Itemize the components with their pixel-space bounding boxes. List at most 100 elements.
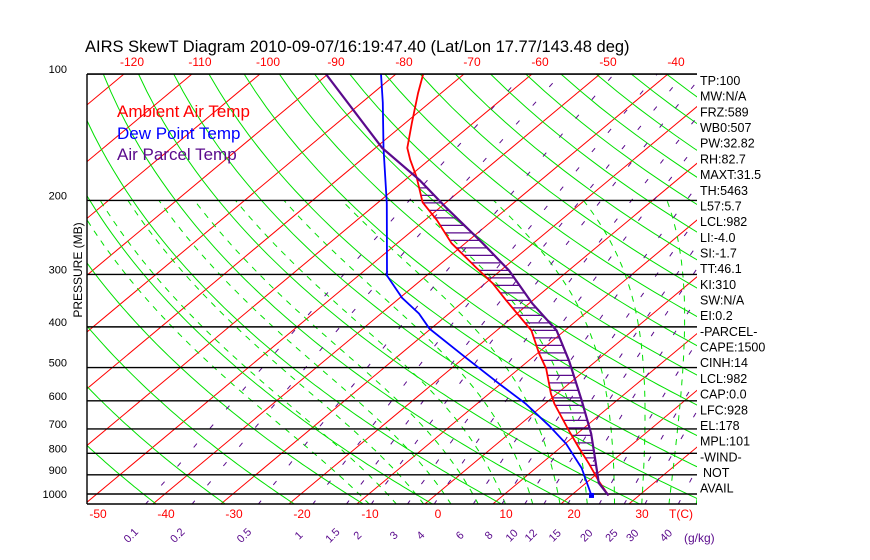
index-label: LCL:982 bbox=[700, 372, 747, 386]
mixing-ratio-line bbox=[370, 80, 697, 504]
mixing-ratio-line bbox=[567, 298, 697, 504]
mixing-ratio-tick-label: 4 bbox=[415, 529, 428, 542]
top-temp-tick-label: -120 bbox=[120, 55, 144, 69]
mixing-ratio-tick-label: 1.5 bbox=[323, 526, 342, 545]
y-axis-label: PRESSURE (MB) bbox=[71, 222, 85, 317]
cape-hatching bbox=[417, 179, 599, 481]
isotherm-line bbox=[87, 74, 261, 220]
bottom-temp-tick-label: -20 bbox=[293, 507, 311, 521]
mixing-ratio-tick-label: 6 bbox=[454, 529, 467, 542]
index-label: CAPE:1500 bbox=[700, 341, 765, 355]
isotherm-line bbox=[87, 74, 533, 447]
index-label: AVAIL bbox=[700, 482, 734, 496]
isotherm-line bbox=[87, 74, 125, 106]
index-label: SW:N/A bbox=[700, 294, 745, 308]
mixing-ratio-line bbox=[644, 410, 697, 504]
mixing-ratio-line bbox=[501, 217, 697, 504]
top-temp-tick-label: -50 bbox=[599, 55, 617, 69]
index-label: MW:N/A bbox=[700, 90, 747, 104]
bottom-temp-tick-label: -50 bbox=[89, 507, 107, 521]
moist-adiabat-line bbox=[341, 200, 561, 504]
index-label: CAP:0.0 bbox=[700, 388, 747, 402]
mixing-ratio-tick-label: 25 bbox=[603, 527, 620, 544]
index-label: TH:5463 bbox=[700, 184, 748, 198]
mixing-ratio-unit-label: (g/kg) bbox=[684, 531, 715, 545]
moist-adiabat-line bbox=[583, 200, 646, 504]
mixing-ratio-tick-label: 30 bbox=[624, 527, 641, 544]
top-temp-tick-label: -80 bbox=[395, 55, 413, 69]
pressure-tick-label: 100 bbox=[49, 64, 67, 76]
pressure-tick-label: 200 bbox=[49, 190, 67, 202]
mixing-ratio-tick-label: 8 bbox=[483, 529, 496, 542]
moist-adiabat-line bbox=[158, 200, 452, 504]
dry-adiabat-line bbox=[454, 74, 697, 261]
dry-adiabat-line bbox=[0, 74, 19, 505]
index-label: MAXT:31.5 bbox=[700, 168, 761, 182]
moist-adiabat-line bbox=[666, 200, 686, 504]
index-label: -PARCEL- bbox=[700, 325, 757, 339]
moist-adiabat-line bbox=[87, 218, 370, 504]
dry-adiabat-line bbox=[807, 74, 870, 505]
mixing-ratio-line bbox=[598, 341, 697, 504]
bottom-temp-tick-label: 20 bbox=[567, 507, 581, 521]
index-label: EL:178 bbox=[700, 419, 740, 433]
bottom-temp-tick-label: 0 bbox=[435, 507, 442, 521]
dry-adiabat-line bbox=[208, 74, 697, 468]
dry-adiabat-line bbox=[666, 74, 697, 98]
mixing-ratio-line bbox=[623, 377, 697, 504]
isotherm-line bbox=[560, 389, 697, 504]
mixing-ratio-tick-label: 0.2 bbox=[168, 526, 187, 545]
bottom-temp-tick-label: 10 bbox=[499, 507, 513, 521]
mixing-ratio-tick-label: 15 bbox=[547, 527, 564, 544]
pressure-tick-label: 400 bbox=[49, 317, 67, 329]
dry-adiabat-line bbox=[349, 74, 697, 347]
mixing-ratio-tick-label: 3 bbox=[388, 529, 401, 542]
index-label: CINH:14 bbox=[700, 356, 748, 370]
mixing-ratio-tick-label: 1 bbox=[293, 529, 306, 542]
dry-adiabat-line bbox=[278, 74, 697, 406]
index-label: RH:82.7 bbox=[700, 152, 746, 166]
pressure-tick-label: 900 bbox=[49, 465, 67, 477]
mixing-ratio-line bbox=[543, 267, 697, 504]
ambient-temperature-line bbox=[406, 74, 610, 497]
top-temp-tick-label: -70 bbox=[463, 55, 481, 69]
index-label: TT:46.1 bbox=[700, 262, 742, 276]
dry-adiabat-line bbox=[243, 74, 697, 437]
moist-adiabat-line bbox=[493, 200, 615, 504]
isotherm-line bbox=[87, 74, 465, 390]
pressure-tick-label: 300 bbox=[49, 264, 67, 276]
pressure-tick-label: 1000 bbox=[43, 489, 67, 501]
mixing-ratio-tick-label: 0.1 bbox=[122, 526, 141, 545]
isotherm-line bbox=[492, 332, 697, 504]
index-label: SI:-1.7 bbox=[700, 246, 737, 260]
isotherm-line bbox=[87, 74, 397, 333]
pressure-tick-label: 500 bbox=[49, 358, 67, 370]
moist-adiabat-line bbox=[235, 200, 507, 504]
moist-adiabat-line bbox=[283, 200, 534, 504]
moist-adiabat-line bbox=[194, 200, 479, 504]
mixing-ratio-tick-label: 10 bbox=[504, 527, 521, 544]
bottom-temp-tick-label: 30 bbox=[635, 507, 649, 521]
top-temp-tick-label: -40 bbox=[667, 55, 685, 69]
dry-adiabat-line bbox=[737, 74, 870, 505]
dry-adiabat-line bbox=[525, 74, 697, 206]
index-label: EI:0.2 bbox=[700, 309, 733, 323]
index-label: WB0:507 bbox=[700, 121, 751, 135]
mixing-ratio-tick-label: 12 bbox=[523, 527, 540, 544]
plot-frame bbox=[86, 73, 697, 505]
isotherm-line bbox=[356, 219, 697, 504]
bottom-temp-tick-label: -40 bbox=[157, 507, 175, 521]
parcel-temperature-line bbox=[325, 74, 610, 497]
mixing-ratio-tick-label: 0.5 bbox=[235, 526, 254, 545]
top-temp-tick-label: -100 bbox=[256, 55, 280, 69]
pressure-tick-label: 700 bbox=[49, 419, 67, 431]
isotherm-line bbox=[424, 276, 697, 504]
chart-title: AIRS SkewT Diagram 2010-09-07/16:19:47.4… bbox=[85, 38, 630, 56]
moist-adiabat-line bbox=[99, 200, 398, 504]
dry-adiabat-line bbox=[772, 74, 870, 505]
index-label: LI:-4.0 bbox=[700, 231, 735, 245]
pressure-tick-label: 600 bbox=[49, 391, 67, 403]
index-label: L57:5.7 bbox=[700, 199, 742, 213]
